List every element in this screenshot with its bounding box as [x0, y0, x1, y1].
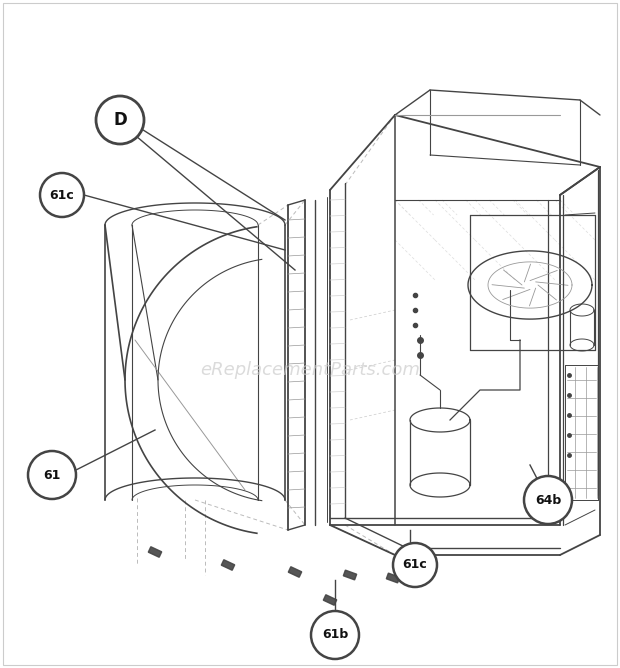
Text: 61c: 61c	[402, 558, 427, 572]
Bar	[343, 570, 356, 580]
Bar	[323, 595, 337, 605]
Circle shape	[393, 543, 437, 587]
Bar	[221, 560, 235, 570]
Circle shape	[311, 611, 359, 659]
Text: 61: 61	[43, 468, 61, 482]
Bar	[148, 546, 162, 557]
Text: 64b: 64b	[535, 494, 561, 506]
Circle shape	[28, 451, 76, 499]
Circle shape	[524, 476, 572, 524]
Bar	[288, 566, 302, 577]
Text: 61c: 61c	[50, 188, 74, 202]
Text: eReplacementParts.com: eReplacementParts.com	[200, 361, 420, 379]
Circle shape	[40, 173, 84, 217]
Circle shape	[96, 96, 144, 144]
Text: D: D	[113, 111, 127, 129]
Bar	[386, 573, 400, 583]
Text: 61b: 61b	[322, 629, 348, 641]
